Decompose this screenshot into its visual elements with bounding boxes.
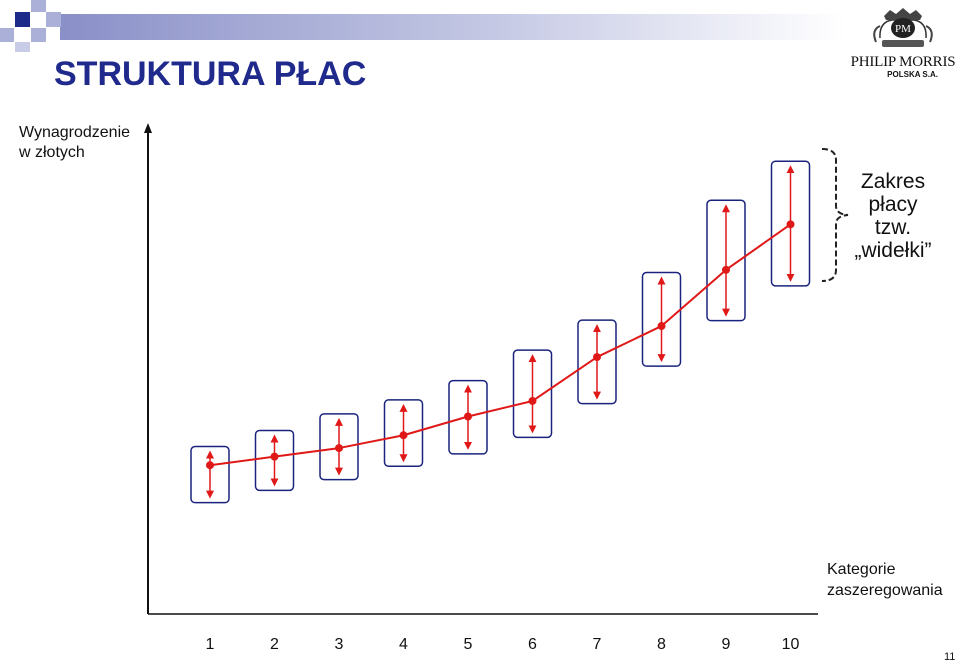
line-segment	[403, 415, 469, 437]
x-tick-labels: 1 2 3 4 5 6 7 8 9 10	[206, 636, 800, 653]
square-dark	[15, 12, 30, 27]
x-tick-label: 1	[206, 636, 215, 653]
header-decor	[0, 0, 845, 52]
range-box	[448, 379, 488, 455]
company-logo: PM PHILIP MORRIS POLSKA S.A.	[846, 8, 960, 80]
range-annotation-line: „widełki”	[854, 239, 932, 262]
range-annotation-line: tzw.	[874, 216, 912, 239]
svg-text:PM: PM	[895, 23, 911, 35]
x-tick-label: 4	[399, 636, 408, 653]
x-axis-label-line: Kategorie	[827, 561, 896, 578]
data-point	[206, 461, 214, 470]
y-axis-label-line: Wynagrodzenie	[19, 124, 131, 141]
line-segment	[531, 356, 598, 402]
logo-subtitle: POLSKA S.A.	[887, 70, 938, 79]
data-point	[786, 220, 795, 229]
data-point	[270, 452, 279, 461]
data-point	[528, 396, 537, 405]
range-box	[512, 349, 553, 439]
x-axis-label-line: zaszeregowania	[827, 582, 943, 599]
range-box	[319, 413, 359, 481]
x-tick-label: 6	[528, 636, 537, 653]
range-box	[190, 445, 230, 504]
range-annotation-line: Zakres	[860, 170, 926, 193]
x-tick-label: 7	[593, 636, 602, 653]
square-light	[46, 12, 61, 27]
y-axis-label: Wynagrodzenie w złotych	[19, 123, 130, 163]
range-arrows	[206, 165, 795, 499]
x-tick-label: 10	[782, 636, 800, 653]
line-segment	[209, 455, 275, 467]
square-light	[31, 0, 46, 12]
range-box	[641, 271, 682, 367]
range-boxes	[190, 160, 811, 504]
square-dark	[15, 42, 30, 52]
line-segment	[596, 325, 662, 358]
square-light	[0, 28, 14, 42]
data-point	[335, 444, 343, 453]
line-segment	[338, 434, 404, 450]
line-segment	[467, 400, 533, 418]
x-tick-label: 5	[464, 636, 473, 653]
line-segment	[274, 447, 340, 458]
salary-line	[209, 223, 792, 467]
range-box	[770, 160, 811, 287]
crest-logo-icon: PM	[873, 8, 933, 47]
page-number: 11	[944, 651, 956, 663]
x-tick-label: 9	[722, 636, 731, 653]
range-brace	[821, 148, 849, 282]
line-segment	[725, 223, 792, 271]
logo-name: PHILIP MORRIS	[850, 54, 956, 70]
range-box	[706, 199, 746, 322]
x-tick-label: 8	[657, 636, 666, 653]
range-annotation: Zakres płacy tzw. „widełki”	[848, 170, 938, 262]
salary-points	[206, 220, 795, 470]
data-point	[722, 265, 730, 274]
range-box	[577, 319, 617, 405]
y-axis-label-line: w złotych	[19, 144, 85, 161]
data-point	[593, 353, 601, 362]
data-point	[399, 431, 408, 440]
page-title: STRUKTURA PŁAC	[54, 55, 367, 93]
header-gradient-bar	[60, 14, 845, 40]
line-segment	[660, 269, 727, 327]
square-light	[31, 28, 46, 42]
range-box	[383, 399, 424, 467]
range-box	[254, 429, 295, 492]
x-tick-label: 2	[270, 636, 279, 653]
range-annotation-line: płacy	[868, 193, 918, 216]
data-point	[657, 322, 666, 331]
data-point	[464, 412, 472, 421]
x-tick-label: 3	[335, 636, 344, 653]
x-axis-label: Kategorie zaszeregowania	[827, 559, 943, 601]
